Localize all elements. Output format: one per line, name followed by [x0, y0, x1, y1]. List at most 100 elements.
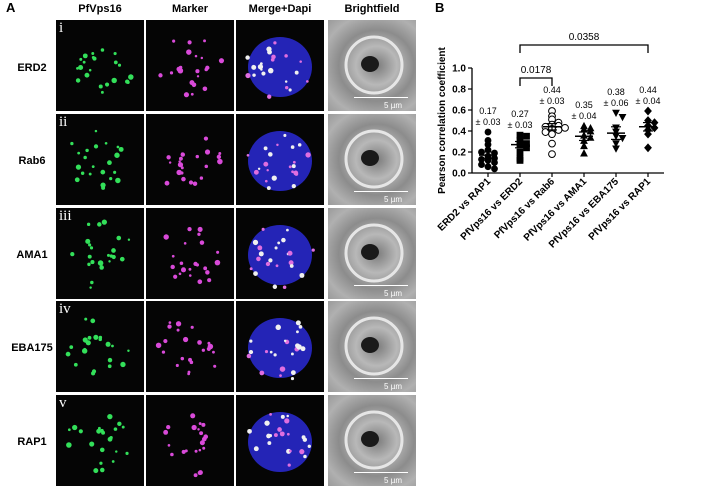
- data-point: [523, 140, 530, 147]
- row-label-rab6: Rab6: [18, 155, 46, 167]
- sem-value-label: ± 0.03: [508, 120, 533, 130]
- data-point: [516, 137, 524, 144]
- scale-bar: [354, 471, 408, 473]
- y-axis-label: Pearson correlation coefficient: [437, 46, 448, 193]
- sem-value-label: ± 0.03: [476, 117, 501, 127]
- row-index-ii: ii: [59, 114, 68, 130]
- row-label-erd2: ERD2: [17, 62, 47, 74]
- data-point: [484, 141, 492, 149]
- row-label-ama1: AMA1: [16, 249, 48, 261]
- scale-bar-label: 5 µm: [384, 195, 402, 204]
- pearson-scatter-chart: 0.0 0.2 0.4 0.6 0.8 1.0 Pearson correlation co…: [436, 32, 664, 251]
- data-point: [586, 133, 595, 141]
- sem-value-label: ± 0.04: [572, 111, 597, 121]
- data-point: [548, 139, 556, 148]
- image-tile-rap1-brightfield: 5 µm: [328, 395, 416, 486]
- image-tile-eba175-marker: [146, 301, 234, 392]
- data-point: [650, 123, 659, 133]
- data-point: [523, 144, 530, 152]
- mean-value-label: 0.17: [479, 106, 497, 116]
- image-tile-erd2-merge-dapi: [236, 20, 324, 111]
- column-header-marker: Marker: [171, 3, 209, 15]
- image-tile-eba175-brightfield: 5 µm: [328, 301, 416, 392]
- image-tile-erd2-brightfield: 5 µm: [328, 20, 416, 111]
- data-point: [516, 148, 524, 156]
- data-point: [516, 157, 524, 164]
- data-point: [491, 165, 498, 173]
- data-point: [644, 116, 652, 125]
- row-index-iii: iii: [59, 208, 72, 224]
- significance-p-value: 0.0178: [521, 65, 552, 76]
- image-tile-rap1-merge-dapi: [236, 395, 324, 486]
- mean-value-label: 0.35: [575, 100, 593, 110]
- image-tile-eba175-pfvps16: iv: [56, 301, 144, 392]
- significance-bracket: [519, 44, 649, 53]
- data-point: [612, 140, 620, 148]
- column-header-pfvps16: PfVps16: [78, 3, 122, 15]
- image-tile-rab6-pfvps16: ii: [56, 114, 144, 205]
- scale-bar: [354, 377, 408, 379]
- data-point: [618, 134, 627, 143]
- data-point: [580, 125, 588, 133]
- image-tile-erd2-marker: [146, 20, 234, 111]
- scale-bar-label: 5 µm: [384, 382, 402, 391]
- sem-value-label: ± 0.03: [540, 96, 565, 106]
- image-tile-erd2-pfvps16: i: [56, 20, 144, 111]
- row-index-v: v: [59, 395, 67, 411]
- image-tile-ama1-brightfield: 5 µm: [328, 208, 416, 299]
- data-point: [580, 149, 588, 157]
- data-point: [484, 163, 492, 171]
- x-tick-label: PfVps16 vs Rab6: [492, 176, 557, 241]
- data-point: [644, 106, 652, 116]
- scale-bar-label: 5 µm: [384, 476, 402, 485]
- data-point: [580, 141, 588, 150]
- image-tile-ama1-pfvps16: iii: [56, 208, 144, 299]
- column-header-merge-dapi: Merge+Dapi: [248, 3, 312, 15]
- y-tick-label: 0.2: [452, 148, 466, 159]
- image-tile-rap1-marker: [146, 395, 234, 486]
- data-point: [478, 155, 485, 163]
- scale-bar-label: 5 µm: [384, 101, 402, 110]
- data-point: [612, 109, 620, 118]
- data-point: [548, 150, 556, 159]
- sem-value-label: ± 0.04: [636, 96, 661, 106]
- image-tile-rab6-merge-dapi: [236, 114, 324, 205]
- row-index-iv: iv: [59, 301, 71, 317]
- y-tick-label: 0.4: [452, 127, 466, 138]
- scale-bar: [354, 96, 408, 98]
- row-index-i: i: [59, 20, 64, 36]
- data-point: [644, 129, 652, 139]
- mean-value-label: 0.38: [607, 87, 625, 97]
- sem-value-label: ± 0.06: [604, 98, 629, 108]
- scale-bar: [354, 284, 408, 286]
- data-point: [548, 130, 556, 139]
- image-tile-rab6-brightfield: 5 µm: [328, 114, 416, 205]
- x-tick-label: PfVps16 vs RAP1: [587, 176, 654, 243]
- y-tick-label: 0.6: [452, 106, 466, 117]
- data-point: [516, 131, 524, 139]
- scale-bar: [354, 190, 408, 192]
- image-tile-rab6-marker: [146, 114, 234, 205]
- image-tile-eba175-merge-dapi: [236, 301, 324, 392]
- image-tile-ama1-marker: [146, 208, 234, 299]
- data-point: [644, 143, 652, 153]
- data-point: [650, 118, 659, 127]
- data-point: [478, 161, 485, 169]
- row-label-eba175: EBA175: [11, 342, 53, 354]
- data-point: [491, 159, 498, 166]
- mean-value-label: 0.27: [511, 109, 529, 119]
- column-header-brightfield: Brightfield: [344, 3, 400, 15]
- significance-p-value: 0.0358: [569, 32, 600, 43]
- y-tick-label: 0.8: [452, 85, 466, 96]
- data-point: [484, 128, 492, 136]
- data-point: [618, 113, 627, 122]
- y-tick-label: 0.0: [452, 169, 466, 180]
- image-tile-ama1-merge-dapi: [236, 208, 324, 299]
- data-point: [478, 148, 485, 156]
- panel-b-letter: B: [435, 0, 445, 15]
- mean-value-label: 0.44: [639, 85, 657, 95]
- data-point: [561, 123, 569, 132]
- panel-a-letter: A: [6, 0, 16, 15]
- data-point: [612, 145, 620, 153]
- scale-bar-label: 5 µm: [384, 289, 402, 298]
